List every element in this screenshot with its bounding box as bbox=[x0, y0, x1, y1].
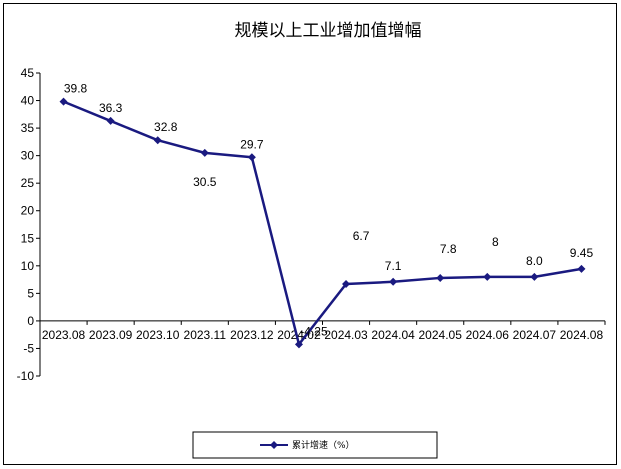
y-tick-label: 0 bbox=[27, 314, 34, 328]
x-tick-label: 2024.05 bbox=[419, 328, 463, 342]
data-label: 32.8 bbox=[154, 120, 178, 134]
y-tick-label: 30 bbox=[21, 149, 35, 163]
data-label: 7.8 bbox=[440, 242, 457, 256]
x-tick-label: 2024.07 bbox=[513, 328, 557, 342]
data-point bbox=[59, 97, 68, 106]
data-point bbox=[200, 148, 209, 157]
data-point bbox=[342, 279, 351, 288]
data-label: 7.1 bbox=[385, 259, 402, 273]
series-line bbox=[63, 100, 582, 346]
legend: 累计增速（%） bbox=[192, 431, 438, 459]
y-tick-label: -10 bbox=[17, 369, 35, 383]
x-tick-label: 2023.12 bbox=[230, 328, 274, 342]
x-tick-label: 2023.10 bbox=[136, 328, 180, 342]
y-tick-label: 45 bbox=[21, 66, 35, 80]
x-tick-label: 2023.09 bbox=[89, 328, 133, 342]
y-tick-label: 40 bbox=[21, 94, 35, 108]
x-tick-label: 2024.06 bbox=[466, 328, 510, 342]
data-label: 8 bbox=[492, 235, 499, 249]
data-point bbox=[483, 272, 492, 281]
y-tick-label: 15 bbox=[21, 231, 35, 245]
x-tick-label: 2023.08 bbox=[42, 328, 86, 342]
data-label: 36.3 bbox=[99, 101, 123, 115]
x-tick-label: 2024.08 bbox=[560, 328, 604, 342]
data-point bbox=[247, 153, 256, 162]
y-tick-label: 35 bbox=[21, 121, 35, 135]
data-point bbox=[106, 116, 115, 125]
y-tick-label: 10 bbox=[21, 259, 35, 273]
data-label: -4.25 bbox=[300, 324, 328, 338]
data-label: 8.0 bbox=[526, 254, 543, 268]
data-point bbox=[153, 136, 162, 145]
data-point bbox=[389, 277, 398, 286]
data-label: 9.45 bbox=[570, 246, 594, 260]
data-label: 29.7 bbox=[240, 137, 264, 151]
legend-marker bbox=[270, 441, 278, 449]
data-point bbox=[577, 264, 586, 273]
x-tick-label: 2024.04 bbox=[371, 328, 415, 342]
data-point bbox=[530, 272, 539, 281]
y-tick-label: 25 bbox=[21, 176, 35, 190]
data-label: 6.7 bbox=[353, 229, 370, 243]
chart-frame bbox=[3, 3, 617, 465]
data-label: 39.8 bbox=[64, 82, 88, 96]
x-tick-label: 2024.03 bbox=[324, 328, 368, 342]
data-point bbox=[294, 340, 303, 349]
chart-title: 规模以上工业增加值增幅 bbox=[235, 21, 422, 41]
series-layer: 39.8 36.3 32.8 30.5 29.7 -4.25 6.7 7.1 7.8 8 8.0 9.… bbox=[59, 82, 594, 349]
legend-box bbox=[192, 431, 438, 459]
data-label: 30.5 bbox=[193, 175, 217, 189]
y-tick-label: 20 bbox=[21, 204, 35, 218]
y-tick-label: 5 bbox=[27, 286, 34, 300]
data-point bbox=[436, 273, 445, 282]
y-tick-label: -5 bbox=[23, 341, 34, 355]
x-tick-label: 2023.11 bbox=[184, 328, 227, 342]
legend-label: 累计增速（%） bbox=[292, 439, 355, 451]
